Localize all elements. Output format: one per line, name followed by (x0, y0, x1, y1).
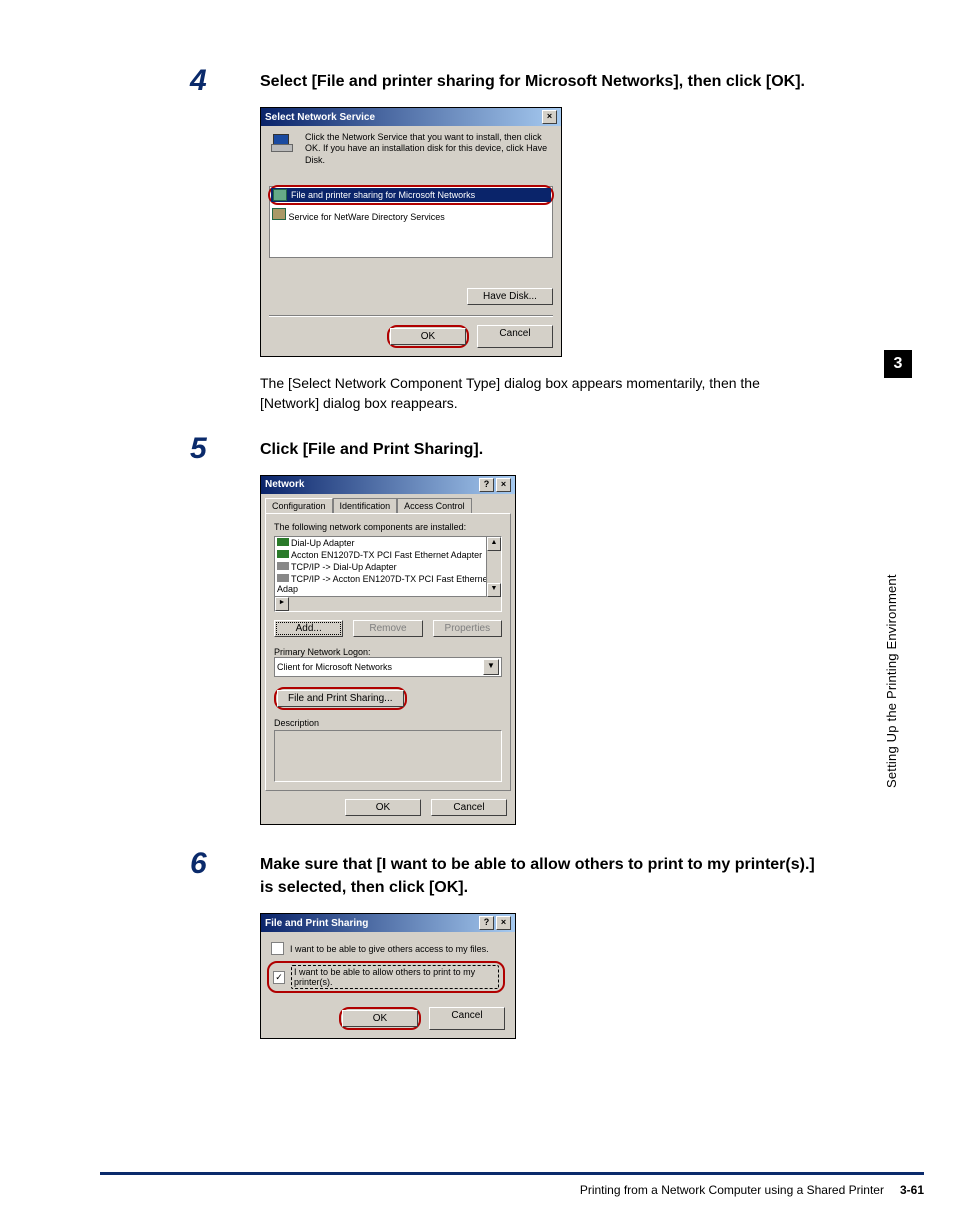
scroll-up-icon[interactable]: ▲ (487, 537, 501, 551)
remove-button[interactable]: Remove (353, 620, 422, 637)
dlg1-service-list[interactable]: File and printer sharing for Microsoft N… (269, 186, 553, 258)
checkbox-checked[interactable]: ✓ (273, 971, 285, 984)
list-item[interactable]: TCP/IP -> Dial-Up Adapter (275, 561, 501, 573)
chapter-title: Setting Up the Printing Environment (884, 388, 899, 788)
dlg1-have-disk-row: Have Disk... (269, 288, 553, 305)
list-item[interactable]: Accton EN1207D-TX PCI Fast Ethernet Adap… (275, 549, 501, 561)
ok-button[interactable]: OK (390, 328, 466, 345)
ok-button[interactable]: OK (342, 1010, 418, 1027)
scroll-right-icon[interactable]: ► (275, 597, 289, 611)
dlg1-ok-cancel-row: OK Cancel (269, 325, 553, 348)
dlg2-title: Network (265, 479, 304, 490)
step-4: 4 Select [File and printer sharing for M… (220, 70, 820, 414)
list-item-selected[interactable]: File and printer sharing for Microsoft N… (271, 188, 551, 202)
description-label: Description (274, 718, 502, 728)
dlg3-ok-cancel-row: OK Cancel (271, 1007, 505, 1030)
dlg1-body: Click the Network Service that you want … (261, 126, 561, 356)
add-button[interactable]: Add... (274, 620, 343, 637)
step-6: 6 Make sure that [I want to be able to a… (220, 853, 820, 1039)
service-icon (272, 208, 286, 220)
dlg2-ok-cancel-row: OK Cancel (261, 795, 515, 824)
scroll-corner (487, 597, 501, 611)
option-label: I want to be able to allow others to pri… (294, 967, 475, 987)
list-item-label: Service for NetWare Directory Services (289, 212, 445, 222)
network-dialog: Network ? × Configuration Identification… (260, 475, 516, 825)
checkbox-unchecked[interactable] (271, 942, 284, 955)
tab-identification[interactable]: Identification (333, 498, 398, 513)
select-network-service-dialog: Select Network Service × Click the Netwo… (260, 107, 562, 357)
step-5: 5 Click [File and Print Sharing]. Networ… (220, 438, 820, 825)
cancel-button[interactable]: Cancel (477, 325, 553, 348)
dlg2-list-buttons: Add... Remove Properties (274, 620, 502, 637)
scrollbar-vertical[interactable]: ▲ ▼ (486, 537, 501, 597)
highlight-ring-selected-service: File and printer sharing for Microsoft N… (268, 185, 554, 205)
step-5-heading: Click [File and Print Sharing]. (260, 438, 820, 461)
focus-ring: I want to be able to allow others to pri… (291, 965, 499, 989)
close-icon[interactable]: × (496, 916, 511, 930)
page: 4 Select [File and printer sharing for M… (0, 0, 954, 1227)
file-and-print-sharing-button[interactable]: File and Print Sharing... (277, 690, 404, 707)
step-4-number: 4 (190, 64, 207, 98)
divider (269, 315, 553, 317)
close-icon[interactable]: × (496, 478, 511, 492)
primary-logon-combo[interactable]: Client for Microsoft Networks ▼ (274, 657, 502, 677)
help-icon[interactable]: ? (479, 916, 494, 930)
adapter-icon (277, 538, 289, 546)
dlg3-titlebar: File and Print Sharing ? × (261, 914, 515, 932)
dlg2-components-list[interactable]: Dial-Up Adapter Accton EN1207D-TX PCI Fa… (274, 536, 502, 612)
footer-text: Printing from a Network Computer using a… (580, 1183, 884, 1197)
highlight-ring-ok: OK (387, 325, 469, 348)
highlight-ring-ok: OK (339, 1007, 421, 1030)
have-disk-button[interactable]: Have Disk... (467, 288, 553, 305)
help-icon[interactable]: ? (479, 478, 494, 492)
chevron-down-icon[interactable]: ▼ (483, 659, 499, 675)
close-icon[interactable]: × (542, 110, 557, 124)
description-box (274, 730, 502, 782)
step-5-number: 5 (190, 432, 207, 466)
scrollbar-horizontal[interactable]: ◄ ► (275, 596, 487, 611)
page-footer: Printing from a Network Computer using a… (100, 1172, 924, 1197)
protocol-icon (277, 574, 289, 582)
ok-button[interactable]: OK (345, 799, 421, 816)
properties-button[interactable]: Properties (433, 620, 502, 637)
dlg1-title: Select Network Service (265, 112, 375, 123)
step-6-heading: Make sure that [I want to be able to all… (260, 853, 820, 899)
highlight-ring-fps: File and Print Sharing... (274, 687, 407, 710)
network-service-icon (269, 132, 297, 154)
tab-access-control[interactable]: Access Control (397, 498, 472, 513)
dlg2-titlebar: Network ? × (261, 476, 515, 494)
list-item[interactable]: Service for NetWare Directory Services (270, 207, 552, 223)
tab-configuration[interactable]: Configuration (265, 498, 333, 513)
dlg1-titlebar: Select Network Service × (261, 108, 561, 126)
scroll-down-icon[interactable]: ▼ (487, 583, 501, 597)
adapter-icon (277, 550, 289, 558)
step-4-body: The [Select Network Component Type] dial… (260, 373, 820, 414)
list-item[interactable]: Dial-Up Adapter (275, 537, 501, 549)
list-item[interactable]: TCP/IP -> Accton EN1207D-TX PCI Fast Eth… (275, 573, 501, 595)
option-label: I want to be able to give others access … (290, 944, 489, 954)
cancel-button[interactable]: Cancel (429, 1007, 505, 1030)
service-icon (273, 189, 287, 201)
primary-logon-label: Primary Network Logon: (274, 647, 502, 657)
dlg2-panel: The following network components are ins… (265, 513, 511, 791)
dlg2-tabs: Configuration Identification Access Cont… (261, 494, 515, 513)
page-number: 3-61 (900, 1183, 924, 1197)
chapter-sidebar: 3 Setting Up the Printing Environment (884, 350, 924, 810)
protocol-icon (277, 562, 289, 570)
cancel-button[interactable]: Cancel (431, 799, 507, 816)
step-6-number: 6 (190, 847, 207, 881)
dlg2-list-label: The following network components are ins… (274, 522, 502, 532)
dlg1-instruction: Click the Network Service that you want … (305, 132, 553, 166)
option-share-files[interactable]: I want to be able to give others access … (271, 942, 505, 955)
list-item-label: File and printer sharing for Microsoft N… (291, 190, 475, 200)
step-4-heading: Select [File and printer sharing for Mic… (260, 70, 820, 93)
dlg3-title: File and Print Sharing (265, 918, 368, 929)
chapter-number: 3 (884, 350, 912, 378)
dlg3-body: I want to be able to give others access … (261, 932, 515, 1038)
dlg1-instruction-row: Click the Network Service that you want … (269, 132, 553, 166)
file-and-print-sharing-dialog: File and Print Sharing ? × I want to be … (260, 913, 516, 1039)
option-share-printers[interactable]: ✓ I want to be able to allow others to p… (267, 961, 505, 993)
content-column: 4 Select [File and printer sharing for M… (220, 70, 820, 1055)
primary-logon-value: Client for Microsoft Networks (277, 662, 392, 672)
